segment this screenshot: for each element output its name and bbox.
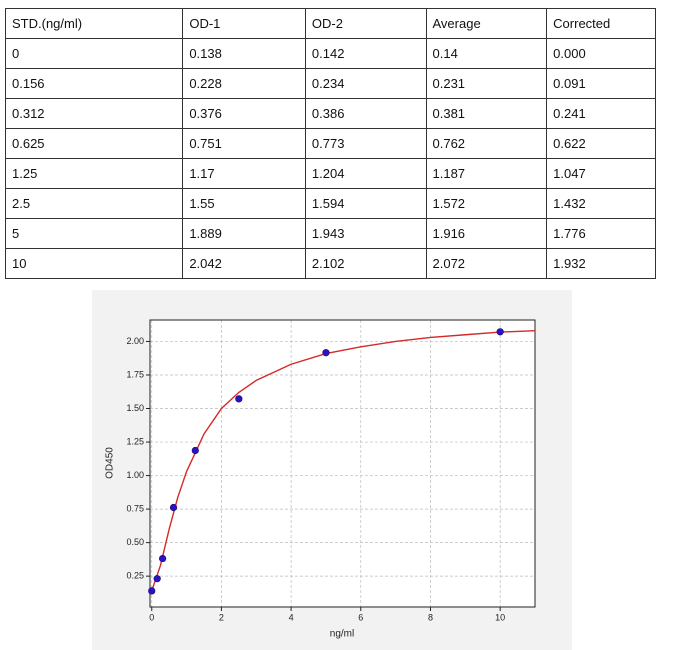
table-cell: 0.156 <box>4 68 184 99</box>
x-tick-label: 4 <box>289 612 294 622</box>
x-axis-title: ng/ml <box>330 629 354 640</box>
table-cell: 0.625 <box>4 128 184 159</box>
table-row: 1.25 1.17 1.204 1.187 1.047 <box>4 158 656 189</box>
y-tick-label: 0.75 <box>126 503 144 513</box>
table-cell: 1.55 <box>182 188 306 219</box>
table-cell: 0.751 <box>182 128 306 159</box>
x-tick-label: 10 <box>495 612 505 622</box>
table-cell: 0.000 <box>546 38 656 69</box>
table-cell: 2.072 <box>425 248 548 279</box>
table-row: 0.312 0.376 0.386 0.381 0.241 <box>4 98 656 129</box>
table-cell: 1.889 <box>182 218 306 249</box>
table-cell: 1.204 <box>304 158 427 189</box>
table-cell: 0.773 <box>304 128 427 159</box>
data-point <box>191 446 199 455</box>
y-tick-label: 1.50 <box>126 403 144 413</box>
y-tick-label: 1.00 <box>126 470 144 480</box>
table-row: 5 1.889 1.943 1.916 1.776 <box>4 218 656 249</box>
x-tick-label: 0 <box>149 612 154 622</box>
data-point <box>159 554 167 563</box>
table-row: 0.156 0.228 0.234 0.231 0.091 <box>4 68 656 99</box>
table-cell: 1.572 <box>425 188 548 219</box>
table-cell: 0.231 <box>425 68 548 99</box>
table-cell: 0.228 <box>182 68 306 99</box>
plot-area <box>150 320 535 607</box>
table-cell: 2.102 <box>304 248 427 279</box>
table-row: STD.(ng/ml) OD-1 OD-2 Average Corrected <box>4 8 656 39</box>
y-tick-label: 0.25 <box>126 571 144 581</box>
table-row: 2.5 1.55 1.594 1.572 1.432 <box>4 188 656 219</box>
table-cell: 1.187 <box>425 158 548 189</box>
table-cell: 1.916 <box>425 218 548 249</box>
data-table: STD.(ng/ml) OD-1 OD-2 Average Corrected 0 0.13… <box>4 8 656 279</box>
table-cell: 0.138 <box>182 38 306 69</box>
table-cell: 0.142 <box>304 38 427 69</box>
data-point <box>235 395 243 403</box>
table-row: 0 0.138 0.142 0.14 0.000 <box>4 38 656 69</box>
table-cell: 10 <box>4 248 184 279</box>
table-cell: 0.622 <box>546 128 656 159</box>
table-cell: 1.932 <box>546 248 656 279</box>
y-axis-title: OD450 <box>105 447 116 479</box>
x-tick-label: 2 <box>219 612 224 622</box>
y-tick-label: 1.75 <box>126 369 144 379</box>
table-cell: 0.762 <box>425 128 548 159</box>
x-tick-label: 8 <box>428 612 433 622</box>
header-cell: Corrected <box>546 8 656 39</box>
table-cell: 0 <box>4 38 184 69</box>
y-tick-label: 2.00 <box>126 336 144 346</box>
table-cell: 1.25 <box>4 158 184 189</box>
x-tick-label: 6 <box>358 612 363 622</box>
table-cell: 0.376 <box>182 98 306 129</box>
table-cell: 1.594 <box>304 188 427 219</box>
data-point <box>169 503 178 512</box>
data-point <box>148 587 156 595</box>
table-row: 10 2.042 2.102 2.072 1.932 <box>4 248 656 279</box>
table-cell: 0.14 <box>425 38 548 69</box>
chart: ng/ml OD450 0 2 4 6 8 10 0.25 0.50 0.75 1.00 1.25 1… <box>92 290 572 650</box>
data-point <box>322 349 330 357</box>
y-tick-label: 1.25 <box>126 436 144 446</box>
table-cell: 0.381 <box>425 98 548 129</box>
header-cell: OD-2 <box>304 8 427 39</box>
table-cell: 0.386 <box>304 98 427 129</box>
table-cell: 2.042 <box>182 248 306 279</box>
table-row: 0.625 0.751 0.773 0.762 0.622 <box>4 128 656 159</box>
table-cell: 1.047 <box>546 158 656 189</box>
header-cell: Average <box>425 8 548 39</box>
table-cell: 2.5 <box>4 188 184 219</box>
data-point <box>153 575 161 583</box>
header-cell: STD.(ng/ml) <box>4 8 184 39</box>
header-cell: OD-1 <box>182 8 306 39</box>
table-cell: 0.241 <box>546 98 656 129</box>
y-tick-label: 0.50 <box>126 537 144 547</box>
table-cell: 1.17 <box>182 158 306 189</box>
table-cell: 1.776 <box>546 218 656 249</box>
table-cell: 5 <box>4 218 184 249</box>
plot-frame <box>149 319 536 608</box>
data-point <box>496 328 504 336</box>
table-cell: 0.234 <box>304 68 427 99</box>
table-cell: 0.091 <box>546 68 656 99</box>
table-cell: 1.943 <box>304 218 427 249</box>
table-cell: 1.432 <box>546 188 656 219</box>
table-cell: 0.312 <box>4 98 184 129</box>
